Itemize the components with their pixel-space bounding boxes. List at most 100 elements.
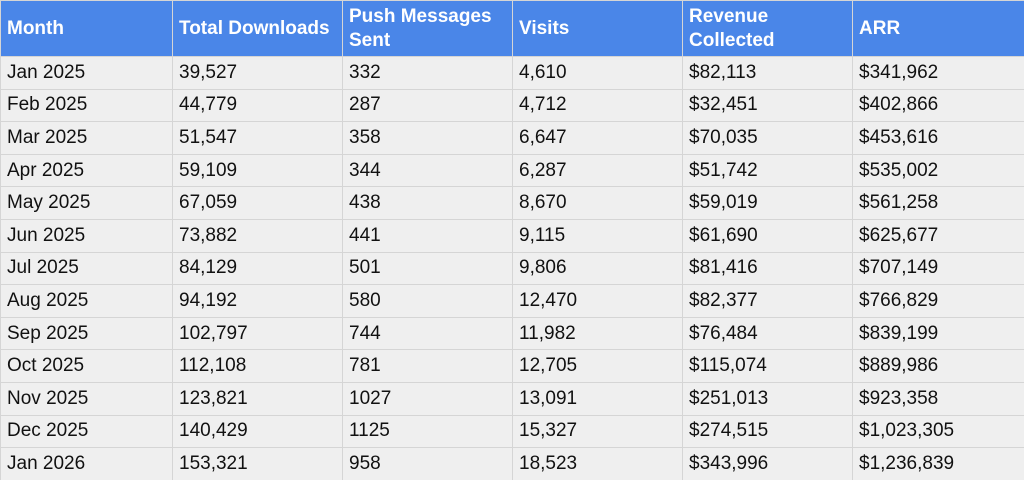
total-downloads-cell: 94,192 [172, 284, 343, 318]
total-downloads-cell: 67,059 [172, 186, 343, 220]
visits-cell: 9,115 [512, 218, 683, 253]
header-visits: Visits [512, 0, 683, 57]
table-row: Feb 2025 44,779 287 4,712 $32,451 $402,866 [0, 88, 1024, 123]
visits-cell: 12,705 [512, 349, 683, 383]
month-cell: Apr 2025 [0, 153, 173, 188]
month-cell: Jan 2026 [0, 447, 173, 480]
arr-cell: $889,986 [852, 349, 1024, 383]
visits-cell: 6,647 [512, 121, 683, 155]
revenue-collected-cell: $61,690 [682, 218, 853, 253]
total-downloads-cell: 39,527 [172, 56, 343, 90]
month-cell: Feb 2025 [0, 88, 173, 123]
table-row: Mar 2025 51,547 358 6,647 $70,035 $453,616 [0, 121, 1024, 155]
month-cell: Aug 2025 [0, 284, 173, 318]
month-cell: Jul 2025 [0, 251, 173, 286]
push-messages-sent-cell: 1027 [342, 381, 513, 416]
push-messages-sent-cell: 1125 [342, 414, 513, 449]
header-total-downloads: Total Downloads [172, 0, 343, 57]
visits-cell: 15,327 [512, 414, 683, 449]
header-arr: ARR [852, 0, 1024, 57]
total-downloads-cell: 112,108 [172, 349, 343, 383]
visits-cell: 18,523 [512, 447, 683, 480]
table-row: Dec 2025 140,429 1125 15,327 $274,515 $1,023,… [0, 414, 1024, 449]
total-downloads-cell: 140,429 [172, 414, 343, 449]
push-messages-sent-cell: 958 [342, 447, 513, 480]
visits-cell: 11,982 [512, 316, 683, 351]
table-row: Aug 2025 94,192 580 12,470 $82,377 $766,829 [0, 284, 1024, 318]
push-messages-sent-cell: 441 [342, 218, 513, 253]
visits-cell: 12,470 [512, 284, 683, 318]
arr-cell: $923,358 [852, 381, 1024, 416]
arr-cell: $341,962 [852, 56, 1024, 90]
header-push-messages-sent: Push Messages Sent [342, 0, 513, 57]
revenue-collected-cell: $82,113 [682, 56, 853, 90]
revenue-collected-cell: $251,013 [682, 381, 853, 416]
table-row: Jan 2025 39,527 332 4,610 $82,113 $341,962 [0, 56, 1024, 90]
revenue-collected-cell: $76,484 [682, 316, 853, 351]
visits-cell: 4,712 [512, 88, 683, 123]
revenue-collected-cell: $115,074 [682, 349, 853, 383]
revenue-collected-cell: $70,035 [682, 121, 853, 155]
total-downloads-cell: 59,109 [172, 153, 343, 188]
total-downloads-cell: 153,321 [172, 447, 343, 480]
arr-cell: $402,866 [852, 88, 1024, 123]
revenue-collected-cell: $51,742 [682, 153, 853, 188]
revenue-collected-cell: $82,377 [682, 284, 853, 318]
total-downloads-cell: 84,129 [172, 251, 343, 286]
arr-cell: $1,236,839 [852, 447, 1024, 480]
revenue-collected-cell: $81,416 [682, 251, 853, 286]
header-month: Month [0, 0, 173, 57]
push-messages-sent-cell: 332 [342, 56, 513, 90]
table-header: Month Total Downloads Push Messages Sent… [0, 0, 1024, 57]
visits-cell: 9,806 [512, 251, 683, 286]
arr-cell: $625,677 [852, 218, 1024, 253]
total-downloads-cell: 73,882 [172, 218, 343, 253]
table-row: Sep 2025 102,797 744 11,982 $76,484 $839,199 [0, 316, 1024, 351]
table-row: Jun 2025 73,882 441 9,115 $61,690 $625,677 [0, 218, 1024, 253]
arr-cell: $839,199 [852, 316, 1024, 351]
total-downloads-cell: 44,779 [172, 88, 343, 123]
push-messages-sent-cell: 438 [342, 186, 513, 220]
month-cell: Sep 2025 [0, 316, 173, 351]
revenue-collected-cell: $32,451 [682, 88, 853, 123]
arr-cell: $561,258 [852, 186, 1024, 220]
table-row: Nov 2025 123,821 1027 13,091 $251,013 $923,35… [0, 381, 1024, 416]
revenue-collected-cell: $343,996 [682, 447, 853, 480]
table-row: Apr 2025 59,109 344 6,287 $51,742 $535,002 [0, 153, 1024, 188]
visits-cell: 6,287 [512, 153, 683, 188]
arr-cell: $1,023,305 [852, 414, 1024, 449]
header-revenue-collected: Revenue Collected [682, 0, 853, 57]
month-cell: Jun 2025 [0, 218, 173, 253]
table-row: Jan 2026 153,321 958 18,523 $343,996 $1,236,8… [0, 447, 1024, 480]
total-downloads-cell: 51,547 [172, 121, 343, 155]
table-row: Jul 2025 84,129 501 9,806 $81,416 $707,149 [0, 251, 1024, 286]
push-messages-sent-cell: 501 [342, 251, 513, 286]
table-body: Jan 2025 39,527 332 4,610 $82,113 $341,962 Feb… [0, 56, 1024, 480]
push-messages-sent-cell: 580 [342, 284, 513, 318]
table-row: May 2025 67,059 438 8,670 $59,019 $561,258 [0, 186, 1024, 220]
month-cell: May 2025 [0, 186, 173, 220]
push-messages-sent-cell: 358 [342, 121, 513, 155]
month-cell: Jan 2025 [0, 56, 173, 90]
push-messages-sent-cell: 344 [342, 153, 513, 188]
total-downloads-cell: 123,821 [172, 381, 343, 416]
revenue-collected-cell: $59,019 [682, 186, 853, 220]
table-row: Oct 2025 112,108 781 12,705 $115,074 $889,986 [0, 349, 1024, 383]
header-row: Month Total Downloads Push Messages Sent… [0, 0, 1024, 57]
push-messages-sent-cell: 744 [342, 316, 513, 351]
total-downloads-cell: 102,797 [172, 316, 343, 351]
arr-cell: $766,829 [852, 284, 1024, 318]
month-cell: Nov 2025 [0, 381, 173, 416]
arr-cell: $707,149 [852, 251, 1024, 286]
visits-cell: 4,610 [512, 56, 683, 90]
month-cell: Dec 2025 [0, 414, 173, 449]
visits-cell: 8,670 [512, 186, 683, 220]
revenue-collected-cell: $274,515 [682, 414, 853, 449]
push-messages-sent-cell: 781 [342, 349, 513, 383]
visits-cell: 13,091 [512, 381, 683, 416]
month-cell: Oct 2025 [0, 349, 173, 383]
arr-cell: $453,616 [852, 121, 1024, 155]
push-messages-sent-cell: 287 [342, 88, 513, 123]
arr-cell: $535,002 [852, 153, 1024, 188]
